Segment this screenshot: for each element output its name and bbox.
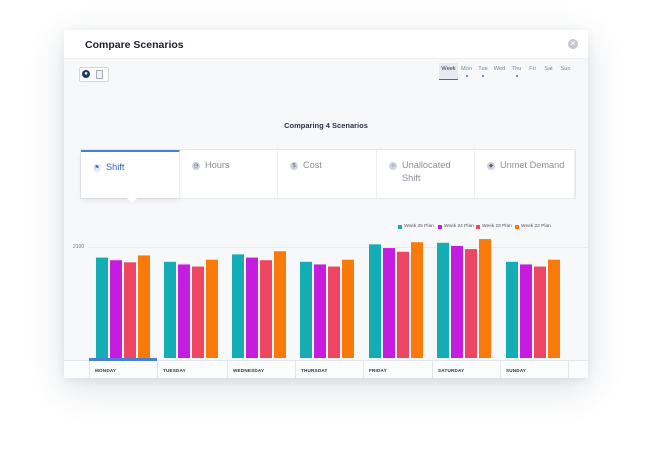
legend-label: Week 25 Plan [404,224,434,229]
x-tick-label[interactable]: THURSDAY [301,368,328,373]
x-axis-separator [157,361,158,378]
day-tab-sun[interactable]: Sun [560,66,571,72]
x-tick-label[interactable]: SUNDAY [506,368,527,373]
x-tick-label[interactable]: WEDNESDAY [233,368,265,373]
bar-wednesday-week-25-plan[interactable] [232,254,244,358]
day-tab-sat[interactable]: Sat [544,66,553,72]
tab-unmet-demand[interactable]: ◆ Unmet Demand [475,150,575,198]
metric-tab-label: Unmet Demand [500,160,565,170]
unallocated-icon: ○ [389,162,397,170]
view-toggle[interactable]: ● [79,67,109,82]
legend-swatch [476,225,480,229]
bar-sunday-week-25-plan[interactable] [506,261,518,358]
compare-scenarios-modal: Compare Scenarios ✕ ● Week Mon Tue Wed Thu Fr… [64,30,588,378]
bar-friday-week-24-plan[interactable] [383,248,395,358]
bar-thursday-week-24-plan[interactable] [314,264,326,358]
x-axis-separator [227,361,228,378]
bar-saturday-week-22-plan[interactable] [479,239,491,358]
bar-thursday-week-22-plan[interactable] [342,259,354,358]
modal-body: ● Week Mon Tue Wed Thu Fri Sat Sun Comparing 4 … [64,59,588,378]
legend-label: Week 22 Plan [521,224,551,229]
dollar-icon: $ [290,162,298,170]
bar-wednesday-week-22-plan[interactable] [274,251,286,358]
x-tick-label[interactable]: FRIDAY [369,368,387,373]
bar-tuesday-week-25-plan[interactable] [164,261,176,358]
tab-cost[interactable]: $ Cost [278,150,377,198]
x-tick-label[interactable]: SATURDAY [438,368,465,373]
demand-icon: ◆ [487,162,495,170]
bar-saturday-week-25-plan[interactable] [437,242,449,358]
shift-icon: ⚑ [93,164,101,172]
active-tab-pointer [127,198,137,203]
day-indicator-dot [465,75,468,77]
tab-hours[interactable]: ◷ Hours [180,150,278,198]
clock-icon: ◷ [192,162,200,170]
bar-tuesday-week-22-plan[interactable] [206,259,218,358]
legend-swatch [515,225,519,229]
tab-unallocated-shift[interactable]: ○ Unallocated Shift [377,150,475,198]
legend-swatch [438,225,442,229]
bar-saturday-week-24-plan[interactable] [451,245,463,358]
day-tab-fri[interactable]: Fri [529,66,536,72]
day-tab-wed[interactable]: Wed [493,66,506,72]
modal-header: Compare Scenarios ✕ [64,30,588,59]
selected-day-indicator [89,358,157,361]
x-axis-separator [432,361,433,378]
day-indicator-dot [515,75,518,77]
metric-tab-label: Unallocated Shift [402,160,451,183]
bar-friday-week-23-plan[interactable] [397,251,409,358]
y-tick-label: 2100 [73,244,85,250]
bar-monday-week-23-plan[interactable] [124,262,136,358]
bar-thursday-week-25-plan[interactable] [300,261,312,358]
bar-sunday-week-24-plan[interactable] [520,264,532,358]
legend-label: Week 23 Plan [482,224,512,229]
x-axis-separator [363,361,364,378]
x-axis-separator [568,361,569,378]
x-tick-label[interactable]: TUESDAY [163,368,186,373]
modal-title: Compare Scenarios [85,39,184,51]
x-axis-separator [500,361,501,378]
metric-tab-label: Cost [303,160,322,170]
gridline [88,247,588,248]
bar-sunday-week-22-plan[interactable] [548,259,560,358]
bar-saturday-week-23-plan[interactable] [465,249,477,358]
x-tick-label[interactable]: MONDAY [95,368,117,373]
day-indicator-dot [482,75,484,77]
bar-monday-week-24-plan[interactable] [110,260,122,358]
metric-tab-label: Hours [205,160,230,170]
legend-swatch [398,225,402,229]
compare-title: Comparing 4 Scenarios [284,121,368,130]
x-axis: MONDAY TUESDAY WEDNESDAY THURSDAY FRIDAY SATU… [64,360,588,378]
chart-icon[interactable]: ● [82,70,90,78]
bar-thursday-week-23-plan[interactable] [328,266,340,358]
day-tab-thu[interactable]: Thu [508,63,525,80]
bar-monday-week-25-plan[interactable] [96,257,108,358]
legend-label: Week 24 Plan [444,224,474,229]
bar-friday-week-22-plan[interactable] [411,242,423,358]
bar-wednesday-week-24-plan[interactable] [246,257,258,358]
bar-tuesday-week-23-plan[interactable] [192,266,204,358]
document-icon[interactable] [96,70,103,79]
day-tab-tue[interactable]: Tue [475,63,491,80]
x-axis-separator [89,361,90,378]
bar-tuesday-week-24-plan[interactable] [178,264,190,358]
tab-shift[interactable]: ⚑ Shift [81,150,180,198]
x-axis-separator [295,361,296,378]
day-tab-mon[interactable]: Mon [458,63,475,80]
bar-monday-week-22-plan[interactable] [138,255,150,358]
bar-friday-week-25-plan[interactable] [369,244,381,358]
bar-chart [96,239,560,358]
bar-sunday-week-23-plan[interactable] [534,266,546,358]
close-icon[interactable]: ✕ [568,39,578,49]
day-tab-week[interactable]: Week [439,63,458,80]
bar-wednesday-week-23-plan[interactable] [260,260,272,358]
metric-tab-label: Shift [106,162,125,172]
metric-tabs: ⚑ Shift ◷ Hours $ Cost ○ Unallocated Shift ◆ Unme… [80,149,576,199]
